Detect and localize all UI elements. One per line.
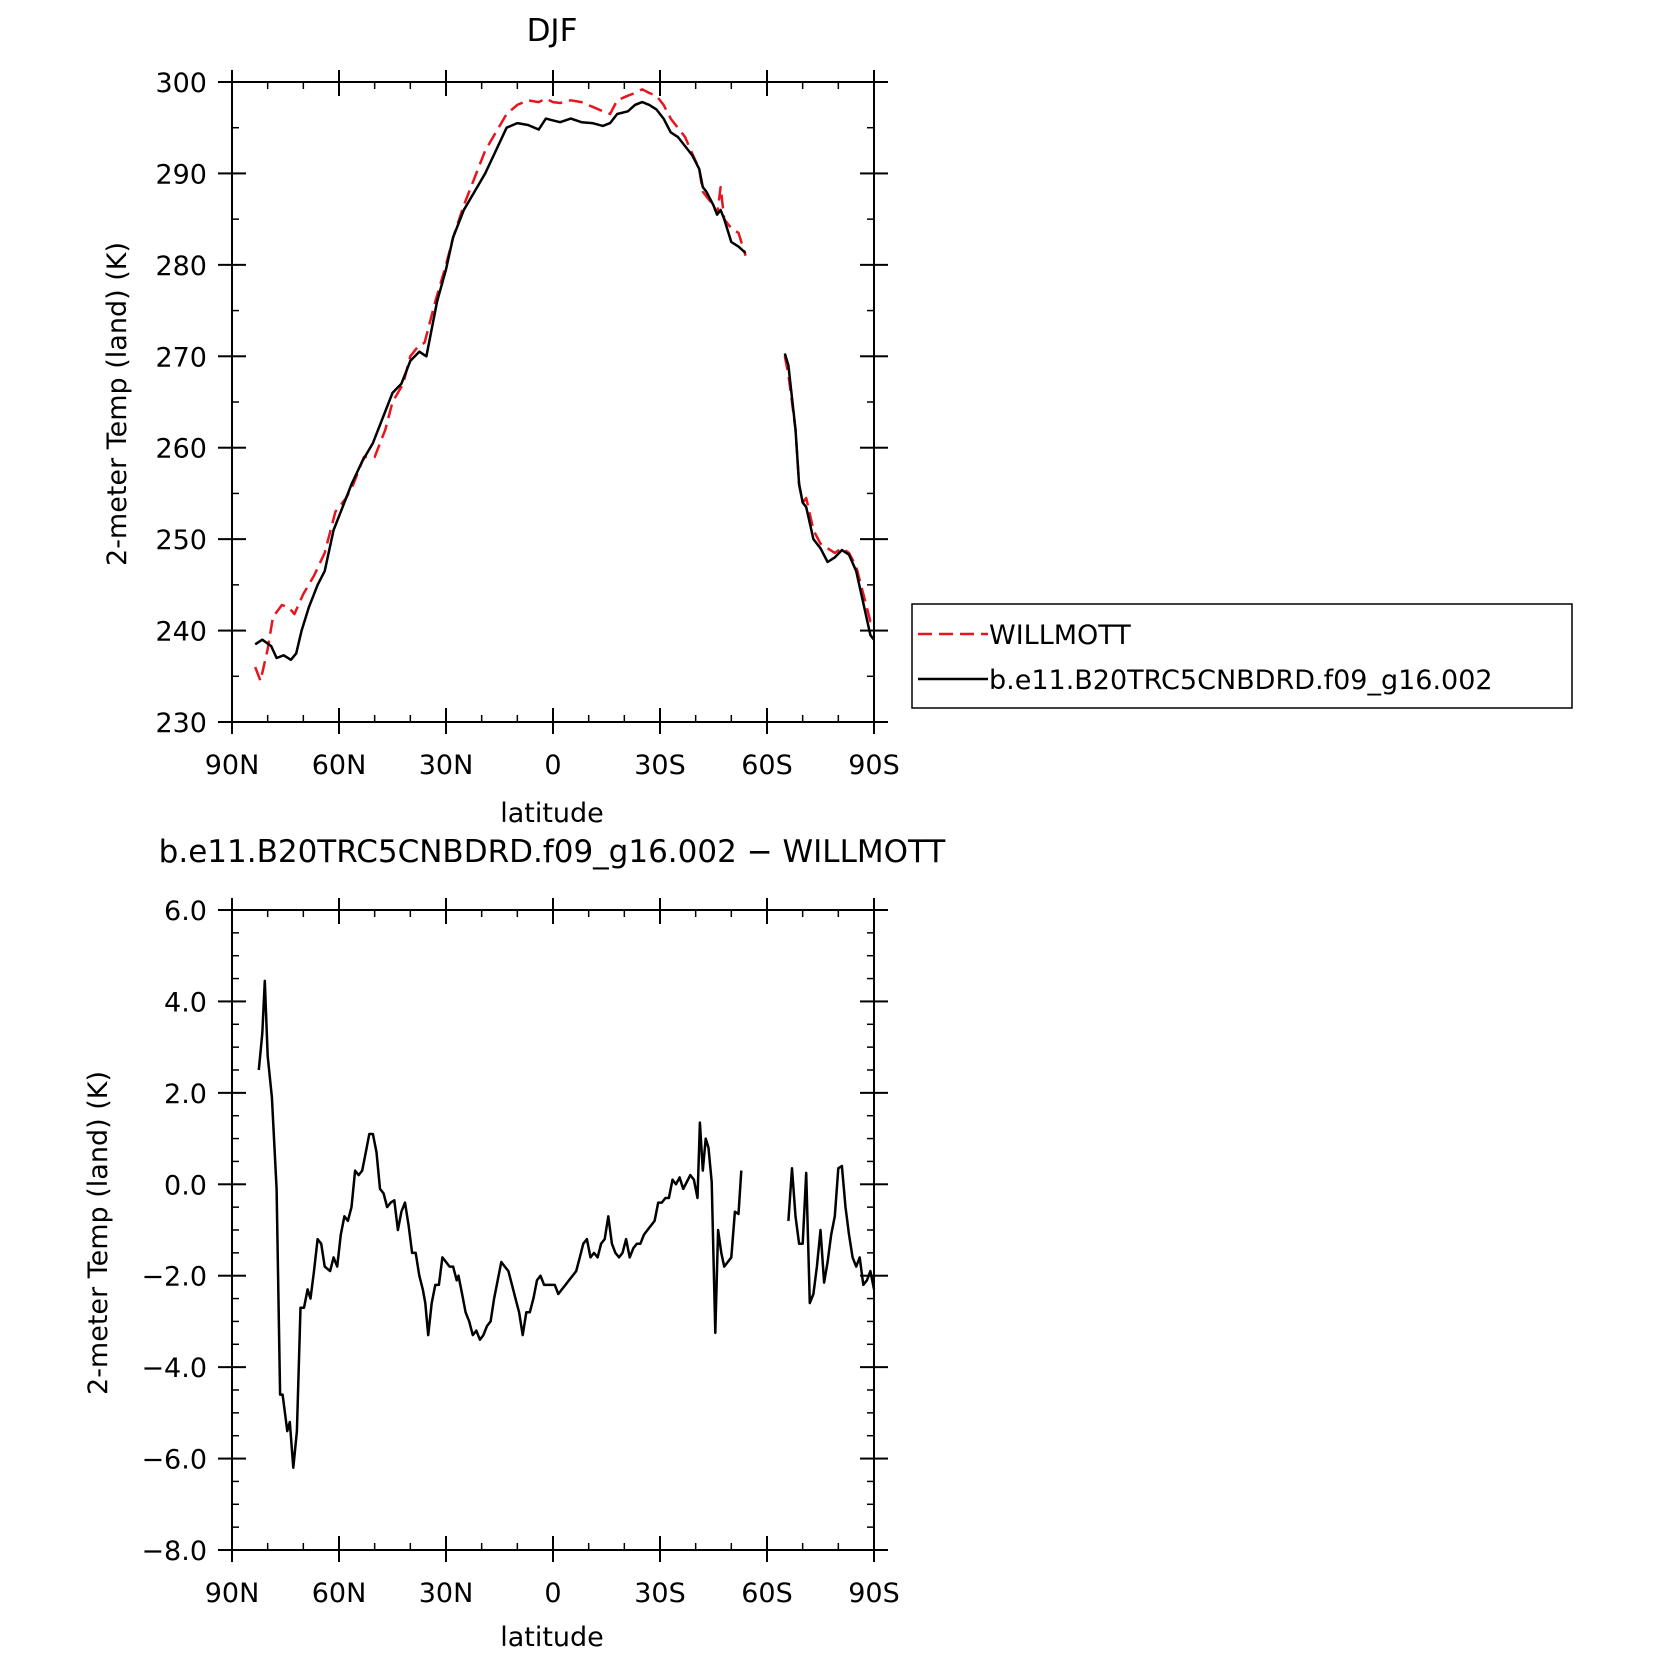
series-line-1-segment-1 bbox=[783, 353, 875, 641]
y-tick-label: 280 bbox=[155, 251, 207, 282]
top-panel-y-axis-label: 2-meter Temp (land) (K) bbox=[102, 242, 133, 566]
x-tick-label: 90N bbox=[205, 750, 260, 781]
x-tick-label: 0 bbox=[544, 750, 561, 781]
y-tick-label: 4.0 bbox=[164, 987, 207, 1018]
top-panel-x-axis-label: latitude bbox=[500, 798, 604, 829]
top-panel: DJF 2-meter Temp (land) (K) latitude 90N… bbox=[102, 13, 900, 829]
bottom-panel-x-axis-label: latitude bbox=[500, 1622, 604, 1653]
x-tick-label: 0 bbox=[544, 1578, 561, 1609]
y-tick-label: 260 bbox=[155, 434, 207, 465]
x-tick-label: 60N bbox=[312, 1578, 367, 1609]
top-panel-lines bbox=[254, 88, 875, 683]
x-tick-label: 60S bbox=[741, 750, 793, 781]
y-tick-label: 2.0 bbox=[164, 1079, 207, 1110]
bottom-panel: b.e11.B20TRC5CNBDRD.f09_g16.002 − WILLMO… bbox=[83, 834, 946, 1653]
y-tick-label: 240 bbox=[155, 617, 207, 648]
bottom-panel-title: b.e11.B20TRC5CNBDRD.f09_g16.002 − WILLMO… bbox=[159, 834, 947, 870]
bottom-panel-plot-frame bbox=[231, 909, 875, 1551]
top-panel-ticks: 90N 60N 30N 0 30S 60S 90S 230 240 250 260 270 280 290… bbox=[155, 68, 899, 781]
x-tick-label: 60N bbox=[312, 750, 367, 781]
x-tick-label: 90N bbox=[205, 1578, 260, 1609]
y-tick-label: 300 bbox=[155, 68, 207, 99]
y-tick-label: 0.0 bbox=[164, 1170, 207, 1201]
legend-label-model: b.e11.B20TRC5CNBDRD.f09_g16.002 bbox=[989, 665, 1493, 696]
y-tick-label: 6.0 bbox=[164, 896, 207, 927]
bottom-panel-ticks: 90N 60N 30N 0 30S 60S 90S 6.0 4.0 2.0 0.0 −2.0 −4.0 −… bbox=[141, 896, 899, 1609]
x-tick-label: 60S bbox=[741, 1578, 793, 1609]
top-panel-plot-frame bbox=[231, 81, 875, 723]
bottom-panel-lines bbox=[257, 979, 876, 1469]
y-tick-label: −2.0 bbox=[141, 1262, 207, 1293]
bottom-panel-y-axis-label: 2-meter Temp (land) (K) bbox=[83, 1071, 114, 1395]
series-line-0-segment-1 bbox=[787, 1164, 876, 1305]
series-line-0-segment-1 bbox=[783, 356, 874, 623]
x-tick-label: 30N bbox=[419, 1578, 474, 1609]
series-line-0-segment-0 bbox=[254, 88, 747, 683]
x-tick-label: 30N bbox=[419, 750, 474, 781]
y-tick-label: −4.0 bbox=[141, 1353, 207, 1384]
x-tick-label: 30S bbox=[634, 750, 686, 781]
x-tick-label: 90S bbox=[848, 750, 900, 781]
y-tick-label: 250 bbox=[155, 525, 207, 556]
x-tick-label: 90S bbox=[848, 1578, 900, 1609]
y-tick-label: 230 bbox=[155, 708, 207, 739]
series-line-1-segment-0 bbox=[254, 100, 747, 662]
y-tick-label: −8.0 bbox=[141, 1536, 207, 1567]
legend: WILLMOTT b.e11.B20TRC5CNBDRD.f09_g16.002 bbox=[911, 603, 1573, 709]
series-line-0-segment-0 bbox=[257, 979, 743, 1469]
legend-box bbox=[911, 603, 1573, 709]
x-tick-label: 30S bbox=[634, 1578, 686, 1609]
legend-label-willmott: WILLMOTT bbox=[989, 620, 1131, 651]
y-tick-label: 270 bbox=[155, 342, 207, 373]
y-tick-label: 290 bbox=[155, 159, 207, 190]
top-panel-title: DJF bbox=[527, 13, 578, 49]
y-tick-label: −6.0 bbox=[141, 1445, 207, 1476]
